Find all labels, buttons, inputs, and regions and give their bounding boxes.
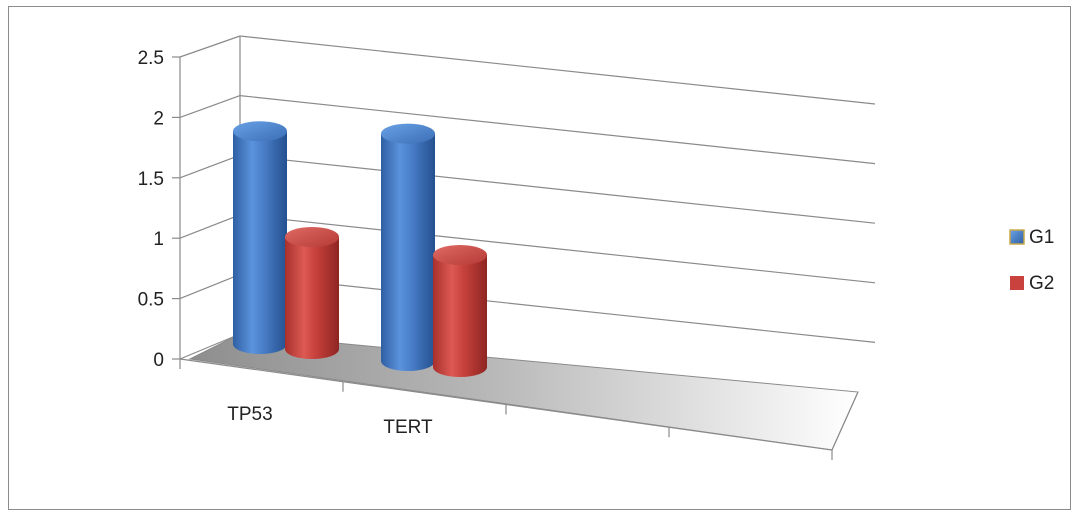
- chart-bars: [233, 121, 487, 377]
- y-tick-label: 1: [153, 229, 164, 250]
- side-gridline: [179, 333, 241, 360]
- legend-label-g1: G1: [1029, 227, 1054, 248]
- legend: G1 G2: [1009, 227, 1054, 294]
- bar-g2-tert: [433, 245, 487, 377]
- bar-body: [381, 133, 435, 371]
- bar-g1-tp53: [233, 121, 287, 354]
- chart-walls: [179, 35, 876, 360]
- back-gridline: [239, 214, 876, 284]
- legend-swatch-g2: [1010, 276, 1024, 290]
- back-gridline: [239, 35, 876, 105]
- back-gridline: [239, 95, 876, 165]
- side-gridline: [179, 35, 241, 58]
- bar-top: [285, 227, 339, 247]
- bar-body: [285, 237, 339, 359]
- side-gridline: [179, 154, 241, 179]
- side-gridline: [179, 95, 241, 118]
- chart-axes: 0 0.5 1 1.5 2 2.5 TP53 TERT: [138, 48, 833, 460]
- y-tick-label: 1.5: [138, 169, 164, 190]
- back-gridline: [239, 273, 876, 343]
- bar-body: [233, 131, 287, 354]
- bar-top: [433, 245, 487, 265]
- bar-g1-tert: [381, 123, 435, 371]
- side-gridline: [179, 273, 241, 300]
- bar-top: [233, 121, 287, 142]
- side-gridline: [179, 214, 241, 239]
- y-tick-label: 2.5: [138, 48, 164, 69]
- back-gridline: [239, 154, 876, 224]
- category-label: TP53: [227, 404, 272, 425]
- y-tick-label: 0: [153, 350, 164, 371]
- bar-body: [433, 255, 487, 377]
- y-tick-label: 0.5: [138, 290, 164, 311]
- bar-g2-tp53: [285, 227, 339, 359]
- chart-frame: [8, 6, 1071, 510]
- floor-right-edge: [831, 391, 859, 451]
- legend-label-g2: G2: [1029, 273, 1054, 294]
- bar-top: [381, 123, 435, 144]
- category-label: TERT: [383, 417, 433, 438]
- legend-swatch-g1: [1009, 229, 1025, 245]
- y-tick-label: 2: [153, 108, 164, 129]
